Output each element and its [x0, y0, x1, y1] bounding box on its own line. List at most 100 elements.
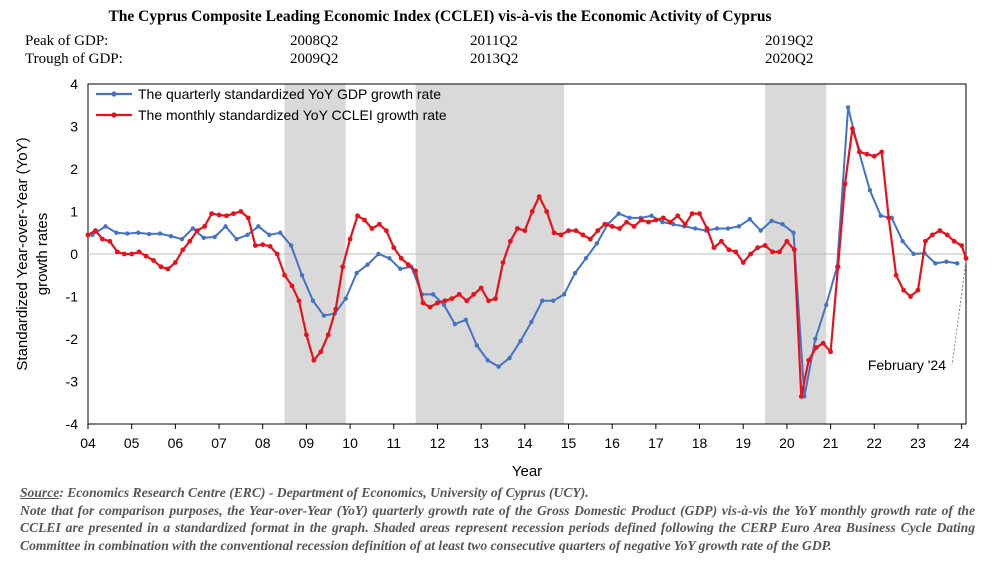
data-point — [420, 300, 426, 306]
data-point — [806, 357, 812, 363]
data-point — [209, 211, 215, 217]
data-point — [692, 226, 698, 231]
data-point — [304, 332, 309, 338]
data-point — [784, 238, 790, 244]
data-point — [740, 260, 746, 265]
data-point — [289, 283, 295, 289]
data-point — [558, 232, 564, 238]
data-point — [551, 230, 557, 236]
data-point — [114, 230, 119, 235]
data-point — [260, 242, 266, 248]
data-point — [602, 221, 608, 227]
data-point — [121, 251, 127, 257]
data-point — [435, 300, 440, 306]
data-point — [646, 219, 651, 225]
data-point — [107, 238, 113, 244]
data-point — [711, 245, 717, 251]
data-point — [820, 340, 826, 346]
trough-date-1: 2009Q2 — [290, 51, 339, 67]
data-point — [944, 232, 950, 238]
x-tick-label: 17 — [648, 435, 664, 451]
data-point — [813, 336, 818, 342]
data-point — [157, 231, 163, 236]
data-point — [369, 226, 375, 231]
legend-marker-2 — [111, 112, 117, 118]
data-point — [405, 262, 411, 268]
data-point — [376, 221, 382, 227]
data-point — [100, 236, 105, 242]
y-axis-title: Standardized Year-over-Year (YoY) growth … — [14, 137, 51, 370]
data-point — [256, 224, 261, 229]
data-point — [376, 251, 381, 257]
data-point — [318, 349, 324, 355]
data-point — [474, 343, 479, 348]
data-point — [354, 270, 359, 276]
source-note: Source: Economics Research Centre (ERC) … — [20, 484, 975, 554]
data-point — [168, 233, 174, 239]
data-point — [267, 232, 272, 238]
data-point — [224, 213, 229, 219]
chart-title: The Cyprus Composite Leading Economic In… — [108, 8, 772, 25]
data-point — [580, 232, 586, 238]
data-point — [689, 211, 695, 217]
x-tick-label: 05 — [124, 435, 140, 451]
x-tick-label: 15 — [561, 435, 577, 451]
data-point — [733, 249, 739, 255]
data-point — [653, 217, 659, 223]
data-point — [103, 224, 108, 229]
legend-marker-1 — [111, 91, 117, 97]
data-point — [551, 298, 556, 303]
data-point — [485, 358, 490, 363]
data-point — [595, 228, 601, 234]
data-point — [496, 364, 501, 369]
data-point — [561, 292, 567, 297]
data-point — [478, 285, 484, 291]
x-tick-label: 19 — [735, 435, 751, 451]
data-point — [573, 228, 579, 234]
data-point — [780, 222, 785, 227]
data-point — [587, 236, 593, 242]
data-point — [442, 298, 448, 304]
data-point — [427, 304, 433, 310]
y-tick-label: 2 — [70, 161, 78, 177]
data-point — [908, 294, 913, 299]
data-point — [486, 298, 491, 304]
data-point — [180, 247, 186, 253]
x-tick-label: 22 — [866, 435, 882, 451]
data-point — [944, 259, 949, 264]
data-point — [493, 296, 498, 302]
data-point — [522, 228, 528, 234]
data-point — [878, 213, 884, 218]
data-point — [835, 264, 841, 270]
source-text: : Economics Research Centre (ERC) - Depa… — [59, 485, 589, 500]
data-point — [471, 291, 477, 297]
data-point — [616, 211, 621, 216]
data-point — [202, 223, 208, 229]
data-point — [933, 261, 938, 266]
data-point — [190, 226, 196, 231]
data-point — [500, 260, 506, 265]
data-point — [617, 226, 623, 231]
peak-date-2: 2011Q2 — [470, 33, 518, 49]
data-point — [704, 226, 710, 231]
data-point — [828, 349, 833, 355]
data-point — [540, 298, 545, 303]
x-tick-label: 23 — [910, 435, 926, 451]
data-point — [514, 226, 520, 231]
data-point — [544, 209, 550, 214]
data-point — [769, 218, 774, 224]
data-point — [667, 219, 673, 225]
data-point — [649, 213, 654, 218]
note-text: Note that for comparison purposes, the Y… — [20, 502, 975, 553]
data-point — [609, 223, 615, 229]
data-point — [296, 298, 302, 304]
data-point — [639, 217, 644, 223]
data-point — [791, 247, 797, 253]
data-point — [631, 223, 637, 229]
data-point — [755, 245, 761, 251]
data-point — [842, 181, 848, 187]
x-tick-label: 11 — [386, 435, 401, 451]
data-point — [201, 235, 206, 241]
data-point — [238, 209, 244, 214]
